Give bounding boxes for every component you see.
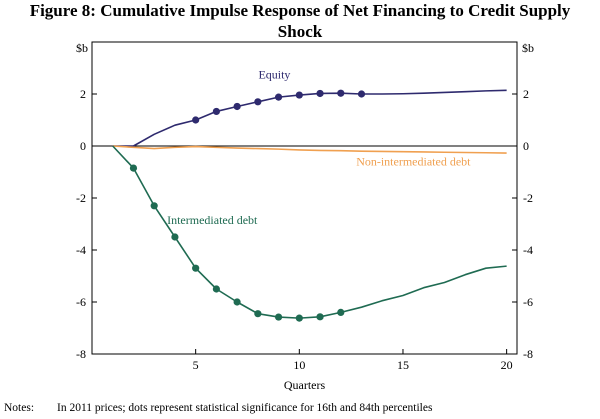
significance-dot xyxy=(171,233,179,241)
significance-dot xyxy=(254,310,262,318)
y-tick-label-right: 0 xyxy=(523,139,529,153)
significance-dot xyxy=(192,264,200,272)
significance-dot xyxy=(274,93,283,101)
notes-text: In 2011 prices; dots represent statistic… xyxy=(57,402,433,414)
significance-dot xyxy=(129,164,138,172)
chart-title: Figure 8: Cumulative Impulse Response of… xyxy=(0,0,600,42)
y-tick-label-left: -8 xyxy=(76,347,86,361)
significance-dot xyxy=(274,313,283,321)
chart-title-line-2: Shock xyxy=(277,22,323,41)
series-label-equity: Equity xyxy=(258,67,290,81)
series-group: Equity Non-intermediated debt Intermediate… xyxy=(112,67,507,322)
notes-label: Notes: xyxy=(4,402,35,414)
y-tick-label-left: -2 xyxy=(76,191,86,205)
chart-title-line-1: Figure 8: Cumulative Impulse Response of… xyxy=(29,1,571,20)
series-line-equity xyxy=(112,89,507,147)
x-tick-label: 5 xyxy=(193,358,199,372)
significance-dot xyxy=(233,298,241,306)
y-tick-label-right: -2 xyxy=(523,191,533,205)
x-axis-label: Quarters xyxy=(284,378,326,392)
y-unit-label-right: $b xyxy=(522,41,534,55)
y-tick-label-left: -4 xyxy=(76,243,86,257)
significance-dot xyxy=(150,202,158,210)
y-tick-label-right: 2 xyxy=(523,87,529,101)
significance-dot xyxy=(212,107,220,116)
series-label-intermediated-debt: Intermediated debt xyxy=(167,213,258,227)
axis-tick-labels: 5 10 15 20 -8 -8 -6 -6 -4 -4 -2 -2 0 0 2 2 xyxy=(76,87,533,372)
notes: Notes: In 2011 prices; dots represent sta… xyxy=(4,402,432,414)
significance-dot xyxy=(233,102,241,111)
y-tick-label-left: 2 xyxy=(80,87,86,101)
significance-dot xyxy=(295,91,303,99)
significance-dot xyxy=(254,98,262,106)
significance-dot xyxy=(316,313,324,321)
x-tick-label: 15 xyxy=(397,358,409,372)
x-tick-label: 20 xyxy=(501,358,513,372)
y-unit-label-left: $b xyxy=(76,41,88,55)
significance-dot xyxy=(337,308,345,316)
significance-dot xyxy=(295,314,303,322)
y-tick-label-right: -8 xyxy=(523,347,533,361)
significance-dot xyxy=(192,116,200,124)
series-label-non-intermediated-debt: Non-intermediated debt xyxy=(356,155,471,169)
significance-dot xyxy=(357,90,366,98)
x-tick-label: 10 xyxy=(293,358,305,372)
series-line-intermediated-debt xyxy=(112,145,507,319)
significance-dot xyxy=(212,285,220,293)
significance-dot xyxy=(337,89,345,97)
y-tick-label-left: -6 xyxy=(76,295,86,309)
chart: 5 10 15 20 -8 -8 -6 -6 -4 -4 -2 -2 0 0 2 2 Equity Non-in… xyxy=(76,41,534,392)
y-tick-label-left: 0 xyxy=(80,139,86,153)
significance-dot xyxy=(316,89,324,98)
y-tick-label-right: -4 xyxy=(523,243,533,257)
plot-frame xyxy=(91,41,518,355)
y-tick-label-right: -6 xyxy=(523,295,533,309)
series-line-non-intermediated-debt xyxy=(112,145,507,154)
